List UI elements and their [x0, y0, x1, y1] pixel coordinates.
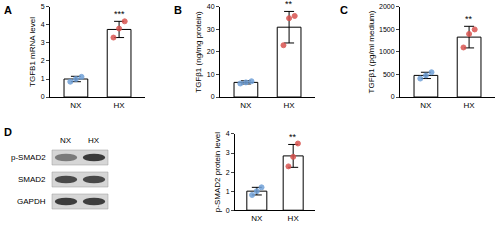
svg-text:3: 3	[226, 149, 230, 156]
svg-text:NX: NX	[70, 101, 82, 110]
svg-text:B: B	[174, 4, 182, 16]
svg-text:5: 5	[41, 3, 45, 10]
svg-text:10: 10	[207, 71, 215, 78]
svg-text:HX: HX	[114, 101, 126, 110]
svg-text:D: D	[4, 126, 12, 138]
svg-text:**: **	[465, 14, 473, 24]
svg-text:40: 40	[207, 3, 215, 10]
svg-text:2: 2	[226, 169, 230, 176]
svg-text:0: 0	[391, 93, 395, 100]
svg-text:20: 20	[207, 48, 215, 55]
svg-text:NX: NX	[420, 101, 432, 110]
svg-text:500: 500	[383, 71, 395, 78]
svg-text:C: C	[340, 4, 348, 16]
svg-text:HX: HX	[464, 101, 476, 110]
svg-text:3: 3	[41, 39, 45, 46]
svg-text:HX: HX	[288, 214, 300, 223]
svg-text:1: 1	[226, 188, 230, 195]
svg-text:NX: NX	[240, 101, 252, 110]
svg-text:0: 0	[211, 93, 215, 100]
svg-text:**: **	[289, 132, 297, 142]
svg-text:NX: NX	[60, 136, 72, 145]
svg-text:p-SMAD2: p-SMAD2	[11, 153, 46, 162]
svg-text:TGFβ1 (pg/ml medium): TGFβ1 (pg/ml medium)	[367, 10, 376, 93]
svg-text:1000: 1000	[379, 48, 395, 55]
svg-text:**: **	[285, 0, 293, 9]
svg-text:1: 1	[41, 75, 45, 82]
svg-text:TGFβ1 (ng/mg protein): TGFβ1 (ng/mg protein)	[195, 11, 204, 93]
svg-text:***: ***	[114, 9, 125, 19]
svg-text:p-SMAD2 protein level: p-SMAD2 protein level	[213, 132, 222, 212]
svg-text:2000: 2000	[379, 3, 395, 10]
svg-text:1500: 1500	[379, 26, 395, 33]
svg-text:4: 4	[41, 21, 45, 28]
svg-text:HX: HX	[284, 101, 296, 110]
svg-text:4: 4	[226, 130, 230, 137]
svg-text:TGFB1 mRNA level: TGFB1 mRNA level	[28, 17, 37, 87]
svg-text:GAPDH: GAPDH	[17, 197, 46, 206]
svg-text:0: 0	[226, 207, 230, 214]
svg-text:A: A	[4, 4, 12, 16]
svg-text:HX: HX	[88, 136, 100, 145]
svg-text:SMAD2: SMAD2	[18, 175, 46, 184]
svg-text:2: 2	[41, 57, 45, 64]
svg-text:30: 30	[207, 26, 215, 33]
svg-text:NX: NX	[251, 214, 263, 223]
svg-text:0: 0	[41, 93, 45, 100]
